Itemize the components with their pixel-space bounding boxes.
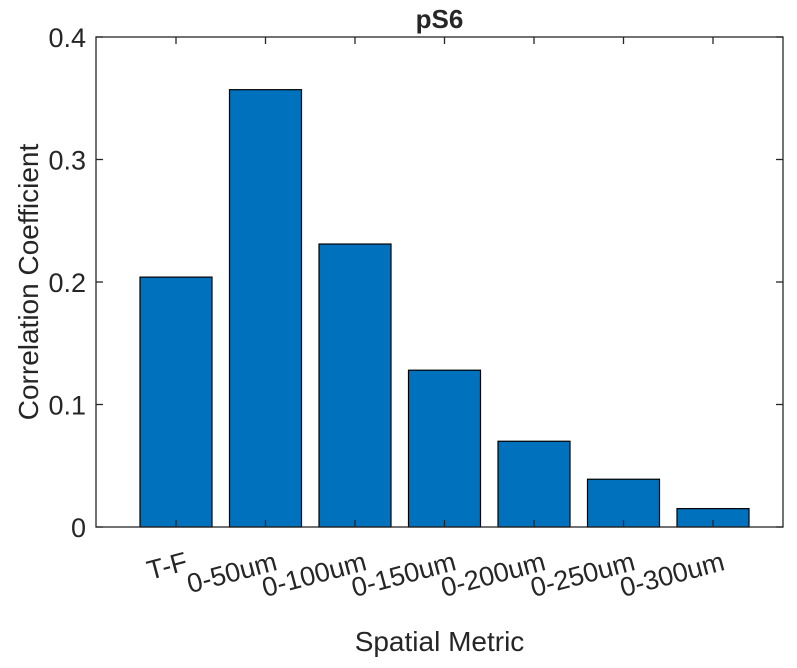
bar-0-200um <box>497 440 571 528</box>
bar-0-250um <box>586 478 661 528</box>
bar-0-150um <box>407 369 482 528</box>
bar-0-100um <box>318 243 392 528</box>
x-tick-label: 0-300um <box>617 546 728 603</box>
y-ticks: 0 0.1 0.2 0.3 0.4 <box>48 23 783 543</box>
y-tick-label: 0.1 <box>48 391 86 421</box>
y-tick-label: 0.2 <box>48 268 86 298</box>
chart-title: pS6 <box>416 4 464 34</box>
y-tick-label: 0 <box>71 513 86 543</box>
y-tick-label: 0.3 <box>48 146 86 176</box>
bar-0-50um <box>228 89 303 528</box>
y-axis-label: Correlation Coefficient <box>13 144 44 421</box>
y-tick-label: 0.4 <box>48 23 86 53</box>
bar-T-F <box>139 276 213 528</box>
x-axis-label: Spatial Metric <box>355 626 525 657</box>
x-tick-label: T-F <box>144 546 191 585</box>
bars-layer <box>139 89 750 528</box>
